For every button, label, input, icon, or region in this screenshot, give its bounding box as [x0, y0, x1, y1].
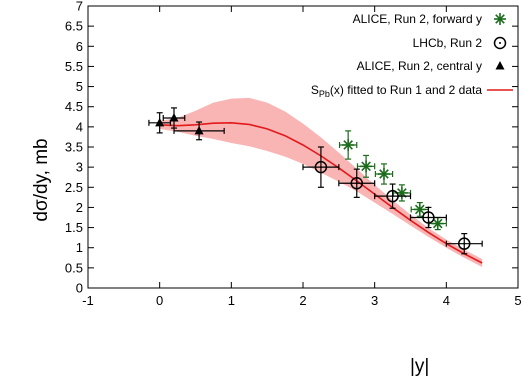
x-tick-label: -1	[82, 293, 94, 308]
asterisk-stroke	[379, 169, 389, 179]
marker-asterisk	[342, 138, 355, 151]
y-tick-label: 6.5	[65, 19, 83, 34]
x-tick-label: 3	[371, 293, 378, 308]
circle-center	[355, 182, 358, 185]
asterisk-stroke	[495, 14, 505, 24]
data-point	[302, 146, 340, 188]
data-point	[409, 206, 447, 229]
triangle-marker	[495, 61, 505, 70]
fit-band	[159, 97, 483, 268]
legend-label-fit: SPb(x) fitted to Run 1 and 2 data	[311, 83, 482, 99]
legend-marker-open-circle	[493, 36, 507, 50]
marker-open-circle	[386, 189, 399, 203]
y-tick-label: 6	[76, 39, 83, 54]
data-point	[162, 107, 186, 129]
marker-open-circle	[458, 237, 471, 250]
legend-marker-filled-triangle	[495, 61, 505, 70]
legend-fit-main: S	[311, 83, 319, 97]
data-layer	[148, 107, 483, 255]
marker-filled-triangle	[169, 112, 179, 122]
ticks-layer: -1 0 1 2 3 4 500.511.522.533.544.555.566.57	[65, 0, 522, 308]
x-axis-label: |y|	[410, 356, 429, 377]
marker-asterisk	[377, 167, 390, 180]
data-point	[410, 201, 430, 217]
x-tick-label: 1	[228, 293, 235, 308]
circle-center	[391, 195, 394, 198]
data-point	[356, 154, 376, 178]
data-point	[173, 121, 225, 141]
y-tick-label: 4.5	[65, 99, 83, 114]
legend-fit-sub: Pb	[319, 89, 330, 99]
x-tick-label: 0	[156, 293, 163, 308]
series-open-circle	[302, 146, 483, 255]
legend-label-alice-central: ALICE, Run 2, central y	[357, 59, 482, 73]
data-point	[445, 233, 483, 255]
y-tick-label: 0.5	[65, 260, 83, 275]
data-point	[338, 130, 358, 160]
circle-marker	[314, 160, 328, 174]
triangle-marker	[169, 112, 179, 122]
y-tick-label: 1.5	[65, 220, 83, 235]
fit-band-layer	[159, 97, 483, 268]
asterisk-stroke	[343, 140, 353, 150]
y-tick-label: 2	[76, 200, 83, 215]
y-axis-label: dσ/dy, mb	[31, 138, 52, 221]
x-tick-label: 5	[514, 293, 521, 308]
series-filled-triangle	[148, 107, 225, 141]
marker-open-circle	[350, 177, 363, 190]
y-tick-label: 5.5	[65, 59, 83, 74]
circle-center	[499, 42, 501, 44]
x-tick-label: 2	[299, 293, 306, 308]
marker-open-circle	[314, 160, 328, 174]
circle-marker	[386, 189, 399, 203]
legend-label-alice-forward: ALICE, Run 2, forward y	[353, 12, 482, 26]
marker-asterisk	[360, 160, 373, 173]
legend-symbol-asterisk	[494, 13, 506, 25]
y-tick-label: 4	[76, 119, 83, 134]
circle-marker	[350, 177, 363, 190]
data-point	[392, 184, 412, 202]
y-tick-label: 7	[76, 0, 83, 14]
legend-fit-tail: (x) fitted to Run 1 and 2 data	[330, 83, 482, 97]
marker-open-circle	[422, 211, 435, 224]
y-tick-label: 1	[76, 240, 83, 255]
data-point	[428, 216, 447, 231]
circle-center	[319, 166, 322, 169]
asterisk-stroke	[432, 218, 443, 229]
data-point	[148, 112, 172, 134]
marker-asterisk	[413, 203, 426, 216]
circle-marker	[422, 211, 435, 224]
data-point	[338, 168, 376, 198]
marker-filled-triangle	[155, 117, 165, 127]
data-point	[374, 163, 394, 185]
y-tick-label: 0	[76, 281, 83, 296]
circle-center	[463, 242, 466, 245]
legend-symbol-open-circle	[493, 36, 507, 50]
y-tick-label: 3.5	[65, 140, 83, 155]
x-tick-label: 4	[443, 293, 450, 308]
triangle-marker	[194, 125, 204, 135]
circle-center	[427, 216, 430, 219]
y-tick-label: 2.5	[65, 180, 83, 195]
triangle-marker	[155, 117, 165, 127]
legend-symbol-triangle	[495, 61, 505, 70]
marker-filled-triangle	[194, 125, 204, 135]
y-tick-label: 5	[76, 79, 83, 94]
asterisk-stroke	[415, 204, 425, 215]
data-point	[374, 183, 412, 209]
circle-marker	[493, 36, 507, 50]
circle-marker	[458, 237, 471, 250]
asterisk-stroke	[361, 161, 371, 172]
legend-marker-asterisk	[494, 13, 506, 25]
marker-asterisk	[431, 217, 444, 230]
y-tick-label: 3	[76, 160, 83, 175]
legend-label-lhcb: LHCb, Run 2	[413, 36, 483, 50]
legend: ALICE, Run 2, forward y LHCb, Run 2 ALIC…	[311, 12, 513, 99]
